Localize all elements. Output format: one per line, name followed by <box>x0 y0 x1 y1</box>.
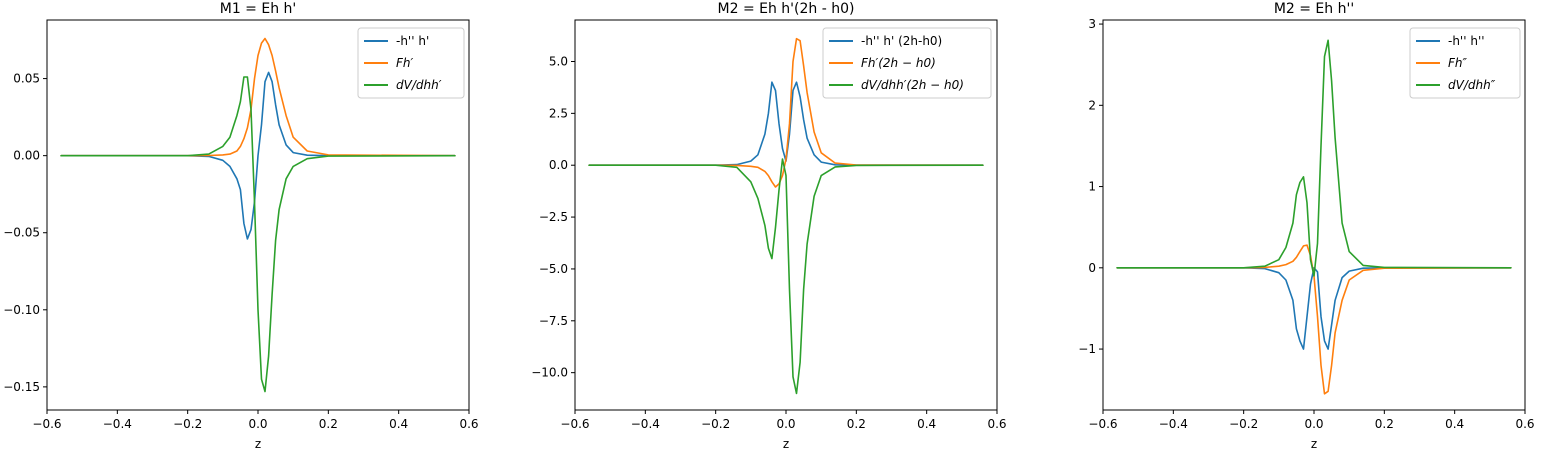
y-tick-label: −5.0 <box>539 262 568 276</box>
y-tick-label: 3 <box>1088 17 1096 31</box>
legend-frame <box>357 27 465 99</box>
x-tick-label: −0.6 <box>1088 417 1117 431</box>
x-tick-label: 0.0 <box>248 417 267 431</box>
chart-panel-1: −0.6 −0.4 −0.2 0.0 0.2 0.4 0.6 −0.15 −0.10 −0.05 0… <box>3 1 478 450</box>
legend: -h'' h' Fh′ dV/dhh′ <box>357 27 465 99</box>
x-tick-label: 0.6 <box>987 417 1006 431</box>
series-line-3 <box>588 158 984 395</box>
y-tick-label: −0.05 <box>3 226 40 240</box>
legend-label-3: dV/dhh′ <box>396 78 442 92</box>
chart-panel-2: −0.6 −0.4 −0.2 0.0 0.2 0.4 0.6 −10.0 −7.5 −5.0 −2.… <box>531 1 1006 450</box>
y-tick-label: 1 <box>1088 180 1096 194</box>
y-tick-label: −1 <box>1078 342 1096 356</box>
x-axis-label: z <box>1311 437 1317 450</box>
x-tick-label: 0.4 <box>389 417 408 431</box>
x-tick-label: −0.2 <box>701 417 730 431</box>
legend-label-3: dV/dhh″ <box>1448 78 1496 92</box>
legend: -h'' h' (2h-h0) Fh′(2h − h0) dV/dhh′(2h − … <box>822 27 992 99</box>
chart-panel-3: −0.6 −0.4 −0.2 0.0 0.2 0.4 0.6 −1 0 1 2 3 M2 = Eh h'… <box>1078 1 1534 450</box>
legend: -h'' h'' Fh″ dV/dhh″ <box>1409 27 1521 99</box>
chart-title: M2 = Eh h'(2h - h0) <box>718 1 855 17</box>
x-tick-label: 0.0 <box>1304 417 1323 431</box>
x-tick-label: −0.2 <box>1229 417 1258 431</box>
x-tick-label: −0.4 <box>631 417 660 431</box>
x-tick-label: 0.0 <box>776 417 795 431</box>
y-tick-label: −0.10 <box>3 303 40 317</box>
chart-title: M2 = Eh h'' <box>1274 1 1354 17</box>
y-tick-label: −2.5 <box>539 210 568 224</box>
y-tick-label: −10.0 <box>531 366 568 380</box>
x-tick-label: 0.2 <box>1375 417 1394 431</box>
legend-label-1: -h'' h'' <box>1448 34 1485 48</box>
chart-title: M1 = Eh h' <box>220 1 297 17</box>
x-tick-label: −0.6 <box>560 417 589 431</box>
y-tick-label: −7.5 <box>539 314 568 328</box>
series-line-3 <box>60 76 456 393</box>
y-tick-label: 0.05 <box>13 72 40 86</box>
legend-label-1: -h'' h' (2h-h0) <box>861 34 942 48</box>
x-tick-label: 0.6 <box>1515 417 1534 431</box>
legend-frame <box>822 27 992 99</box>
series-line-1 <box>60 71 456 240</box>
x-tick-label: −0.6 <box>32 417 61 431</box>
y-tick-label: 0 <box>1088 261 1096 275</box>
x-axis-label: z <box>255 437 261 450</box>
legend-label-2: Fh′(2h − h0) <box>861 56 936 70</box>
legend-label-3: dV/dhh′(2h − h0) <box>861 78 964 92</box>
series-line-3 <box>1116 39 1512 277</box>
x-tick-label: −0.4 <box>103 417 132 431</box>
x-tick-label: −0.2 <box>173 417 202 431</box>
x-tick-label: 0.2 <box>847 417 866 431</box>
y-tick-label: 2.5 <box>549 106 568 120</box>
series-line-2 <box>60 37 456 157</box>
x-tick-label: −0.4 <box>1159 417 1188 431</box>
legend-label-2: Fh′ <box>396 56 414 70</box>
series-line-1 <box>1116 266 1512 350</box>
x-tick-label: 0.4 <box>1445 417 1464 431</box>
legend-frame <box>1409 27 1521 99</box>
series-line-2 <box>588 37 984 188</box>
y-tick-label: 5.0 <box>549 54 568 68</box>
y-tick-label: 0.00 <box>13 149 40 163</box>
y-tick-label: −0.15 <box>3 380 40 394</box>
x-axis-label: z <box>783 437 789 450</box>
legend-label-1: -h'' h' <box>396 34 429 48</box>
y-tick-label: 0.0 <box>549 158 568 172</box>
y-tick-label: 2 <box>1088 98 1096 112</box>
x-tick-label: 0.2 <box>319 417 338 431</box>
x-tick-label: 0.4 <box>917 417 936 431</box>
legend-label-2: Fh″ <box>1448 56 1468 70</box>
x-tick-label: 0.6 <box>459 417 478 431</box>
